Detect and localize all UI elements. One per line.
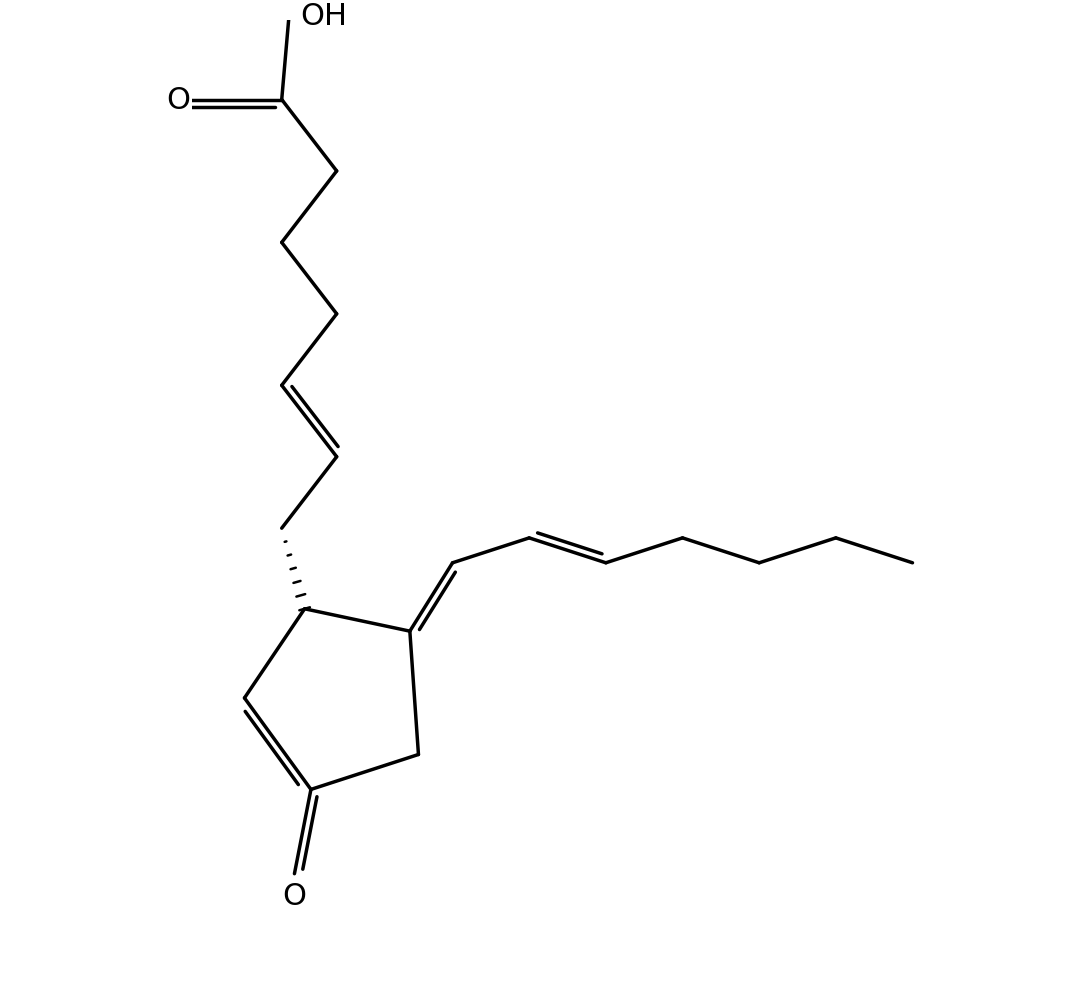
Text: O: O <box>282 882 306 910</box>
Text: O: O <box>166 86 190 115</box>
Text: OH: OH <box>300 2 348 31</box>
